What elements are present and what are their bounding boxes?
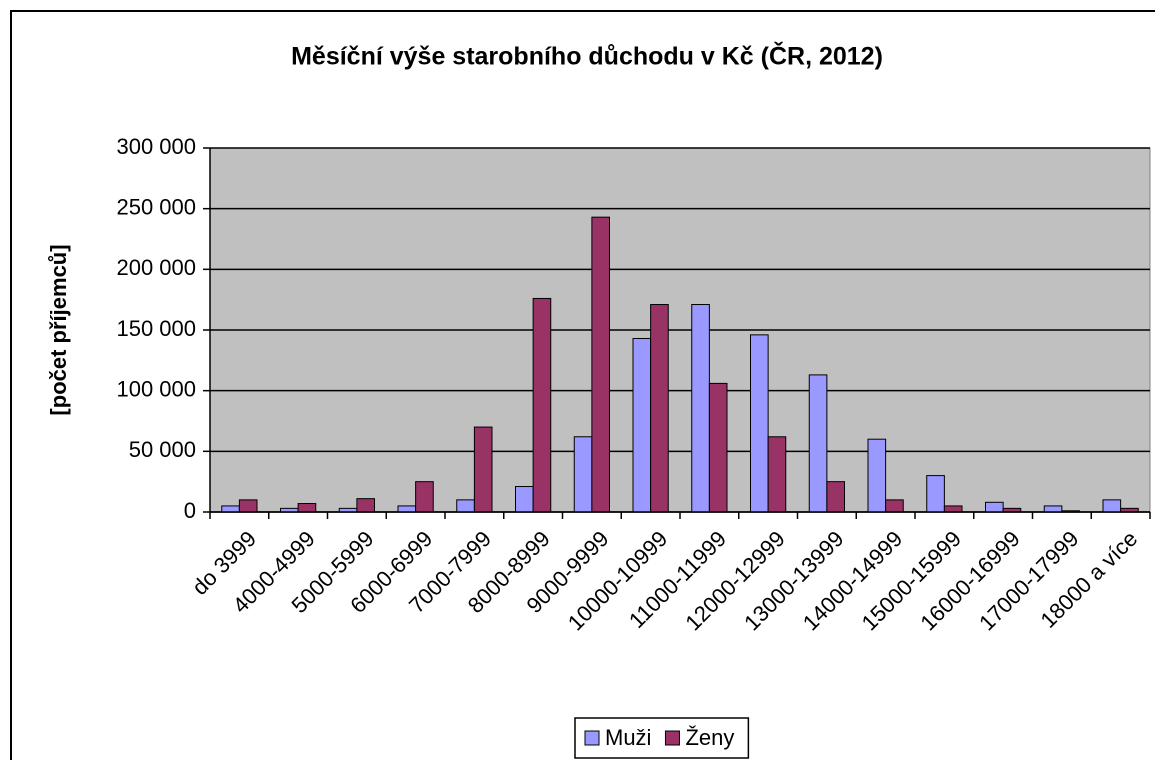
bar	[926, 475, 945, 513]
legend-label: Ženy	[685, 725, 734, 750]
bar	[1043, 505, 1063, 513]
legend-swatch	[584, 730, 600, 746]
bar	[473, 426, 493, 513]
bar	[632, 337, 652, 513]
bar	[985, 501, 1004, 513]
y-tick-label: 0	[184, 498, 196, 523]
y-tick-label: 50 000	[129, 437, 196, 462]
bar	[591, 216, 610, 513]
bar	[532, 297, 552, 513]
bar	[767, 436, 787, 513]
bar	[515, 486, 534, 513]
bar	[573, 436, 593, 513]
bar	[221, 505, 240, 513]
legend-box	[574, 717, 750, 759]
bar	[415, 481, 434, 513]
bar	[808, 374, 828, 513]
y-tick-label: 150 000	[116, 316, 196, 341]
bar	[885, 499, 904, 513]
bar	[356, 498, 375, 513]
bar	[826, 481, 845, 513]
y-tick-label: 300 000	[116, 134, 196, 159]
bar	[867, 438, 887, 513]
bar	[297, 503, 317, 513]
bar	[691, 304, 710, 513]
legend-swatch	[664, 730, 680, 746]
bar	[397, 505, 417, 513]
y-tick-label: 100 000	[116, 376, 196, 401]
bar	[238, 499, 258, 513]
y-axis-label: [počet příjemců]	[46, 244, 71, 415]
bar	[650, 304, 669, 513]
bar	[1102, 499, 1122, 513]
chart-title: Měsíční výše starobního důchodu v Kč (ČR…	[291, 41, 883, 71]
legend-label: Muži	[605, 725, 651, 750]
bar	[708, 382, 728, 513]
bar	[750, 334, 769, 513]
bar	[943, 505, 963, 513]
bar	[456, 499, 475, 513]
y-tick-label: 250 000	[116, 194, 196, 219]
legend: Muži Ženy	[574, 717, 750, 759]
y-tick-label: 200 000	[116, 255, 196, 280]
